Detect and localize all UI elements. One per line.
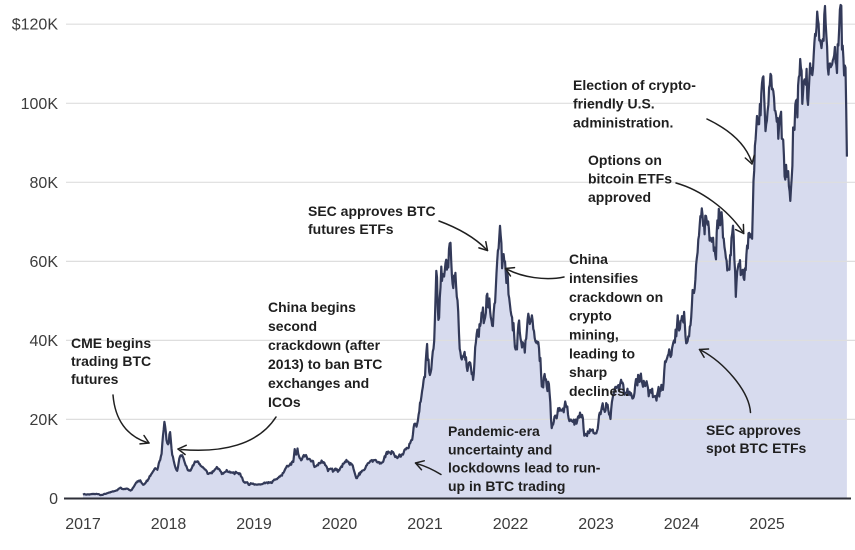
svg-text:80K: 80K xyxy=(30,175,59,192)
svg-text:20K: 20K xyxy=(30,412,59,429)
svg-text:2020: 2020 xyxy=(322,516,358,533)
svg-text:100K: 100K xyxy=(21,96,59,113)
svg-text:60K: 60K xyxy=(30,254,59,271)
svg-text:Election of crypto-friendly U.: Election of crypto-friendly U.S. administ… xyxy=(573,77,696,130)
svg-text:2024: 2024 xyxy=(664,516,700,533)
svg-text:2023: 2023 xyxy=(578,516,614,533)
svg-text:2018: 2018 xyxy=(151,516,187,533)
svg-text:$120K: $120K xyxy=(12,17,59,34)
svg-text:40K: 40K xyxy=(30,333,59,350)
svg-text:0: 0 xyxy=(49,491,58,508)
svg-text:2021: 2021 xyxy=(407,516,443,533)
svg-text:2017: 2017 xyxy=(65,516,101,533)
svg-text:2022: 2022 xyxy=(493,516,529,533)
svg-text:2025: 2025 xyxy=(749,516,785,533)
svg-text:2019: 2019 xyxy=(236,516,272,533)
